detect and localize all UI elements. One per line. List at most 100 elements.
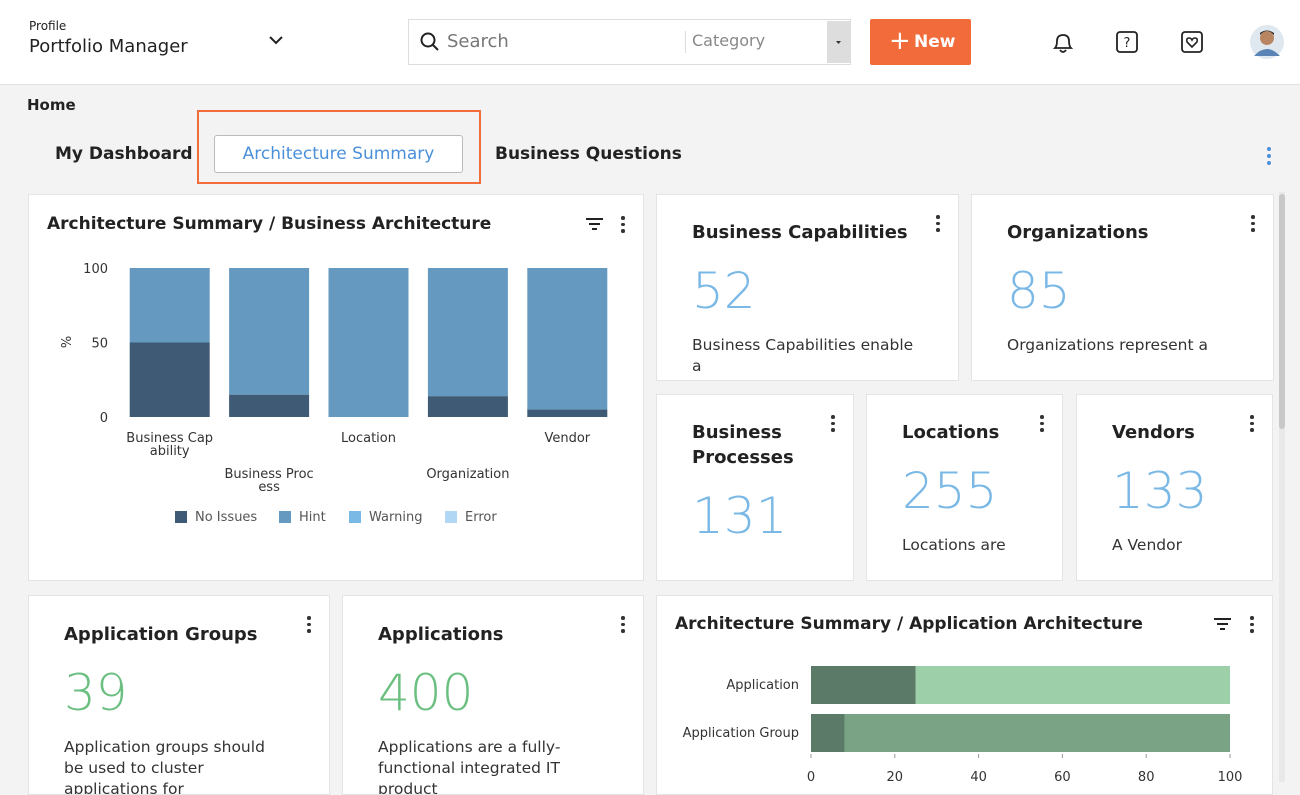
card-description: A Vendor	[1112, 536, 1182, 554]
card-title: Locations	[902, 422, 1000, 443]
x-tick-label: 20	[887, 770, 904, 785]
notification-icon[interactable]	[1050, 30, 1076, 56]
card-value: 133	[1112, 462, 1208, 520]
application-chart-card: Architecture Summary / Application Archi…	[656, 595, 1273, 795]
metric-card: Application Groups 39 Application groups s…	[28, 595, 330, 795]
card-value: 131	[692, 487, 788, 545]
card-menu[interactable]	[621, 616, 625, 636]
legend-swatch	[279, 511, 291, 523]
card-menu[interactable]	[936, 215, 940, 235]
y-tick-label: Application Group	[683, 726, 799, 741]
category-arrow[interactable]	[827, 21, 850, 63]
card-body: Business Capabilities 52 Business Capabili…	[692, 220, 918, 380]
card-value: 400	[378, 664, 474, 722]
card-title: Applications	[378, 624, 504, 645]
scrollbar	[1279, 192, 1285, 782]
x-tick-label: 100	[1218, 770, 1243, 785]
bar-segment	[915, 666, 1230, 704]
metric-card: Business Capabilities 52 Business Capabili…	[656, 194, 959, 381]
card-menu[interactable]	[1251, 215, 1255, 235]
search-input[interactable]: Search	[447, 31, 509, 52]
bar-segment	[328, 268, 409, 417]
new-button-label: New	[914, 32, 956, 52]
card-menu[interactable]	[621, 216, 625, 236]
card-menu[interactable]	[1250, 616, 1254, 636]
y-axis-label: %	[60, 336, 75, 348]
bar-chart: 0 50 100% No Issues Hint Warning Error	[60, 262, 608, 525]
y-tick-label: Application	[726, 678, 799, 693]
card-menu[interactable]	[1250, 415, 1254, 435]
card-description: Locations are	[902, 536, 1006, 554]
card-description: Organizations represent a	[1007, 336, 1209, 354]
card-title: Business Capabilities	[692, 222, 908, 243]
card-title: Organizations	[1007, 222, 1149, 243]
card-body: Organizations 85 Organizations represent a	[1007, 220, 1233, 380]
y-tick-label: 0	[100, 411, 108, 426]
card-menu[interactable]	[831, 415, 835, 435]
bar-chart: 0 20 40 60 80 100 Application Application Group	[683, 666, 1243, 785]
search-box[interactable]	[408, 19, 851, 65]
metric-card: Locations 255 Locations are	[866, 394, 1063, 581]
x-tick-label: 0	[807, 770, 815, 785]
bar-segment	[427, 396, 508, 417]
tab-active[interactable]: Architecture Summary	[214, 135, 463, 173]
card-title: Vendors	[1112, 422, 1195, 443]
legend-swatch	[349, 511, 361, 523]
card-value: 52	[692, 262, 756, 320]
bar-segment	[811, 666, 916, 704]
metric-card: Vendors 133 A Vendor	[1076, 394, 1273, 581]
chart-title: Architecture Summary / Business Architec…	[47, 214, 492, 234]
bar-segment	[427, 268, 508, 397]
filter-icon[interactable]	[585, 216, 605, 232]
bar-segment	[811, 714, 845, 752]
new-button[interactable]: + New	[870, 19, 971, 65]
bar-segment	[229, 394, 310, 417]
card-body: Application Groups 39 Application groups s…	[64, 622, 289, 794]
profile-name[interactable]: Portfolio Manager	[29, 36, 188, 57]
card-body: Locations 255 Locations are	[902, 420, 1022, 580]
profile-label: Profile	[29, 19, 67, 33]
legend-swatch	[175, 511, 187, 523]
business-chart-card: Architecture Summary / Business Architec…	[28, 194, 644, 581]
card-body: Business Processes 131	[692, 420, 813, 580]
y-tick-label: 50	[91, 337, 108, 352]
x-tick-label: 80	[1138, 770, 1155, 785]
card-menu[interactable]	[1040, 415, 1044, 435]
tab[interactable]: My Dashboard	[55, 144, 193, 164]
x-tick-label: 40	[970, 770, 987, 785]
card-menu[interactable]	[307, 616, 311, 636]
svg-text:?: ?	[1124, 36, 1131, 51]
bar-segment	[844, 714, 1230, 752]
breadcrumb[interactable]: Home	[27, 96, 76, 114]
dropdown-chevron[interactable]	[268, 34, 284, 46]
bar-segment	[527, 409, 608, 417]
bar-segment	[129, 342, 210, 417]
filter-icon[interactable]	[1213, 616, 1233, 632]
card-description: Applications are a fully-functional inte…	[378, 738, 561, 795]
x-tick-label: Vendor	[544, 431, 591, 446]
metric-card: Organizations 85 Organizations represent a	[971, 194, 1274, 381]
category-select[interactable]: Category	[685, 31, 765, 53]
bar-segment	[129, 268, 210, 343]
card-value: 85	[1007, 262, 1071, 320]
y-tick-label: 100	[83, 262, 108, 277]
card-body: Applications 400 Applications are a fully-…	[378, 622, 603, 794]
tab-highlight	[197, 110, 481, 184]
favorites-icon[interactable]	[1179, 29, 1205, 55]
x-tick-label: Business Process	[224, 467, 314, 495]
x-tick-label: Organization	[426, 467, 510, 482]
legend-label: Error	[465, 510, 497, 525]
help-icon[interactable]: ?	[1114, 29, 1140, 55]
legend-label: Warning	[369, 510, 422, 525]
legend-label: No Issues	[195, 510, 257, 525]
x-tick-label: Business Capability	[126, 431, 214, 459]
x-tick-label: 60	[1054, 770, 1071, 785]
page-menu[interactable]	[1267, 147, 1271, 165]
tab[interactable]: Business Questions	[495, 144, 682, 164]
avatar[interactable]	[1249, 24, 1285, 60]
metric-card: Business Processes 131	[656, 394, 854, 581]
metric-card: Applications 400 Applications are a fully-…	[342, 595, 644, 795]
chart-title: Architecture Summary / Application Archi…	[675, 614, 1143, 634]
card-description: Application groups should be used to clu…	[64, 738, 265, 795]
